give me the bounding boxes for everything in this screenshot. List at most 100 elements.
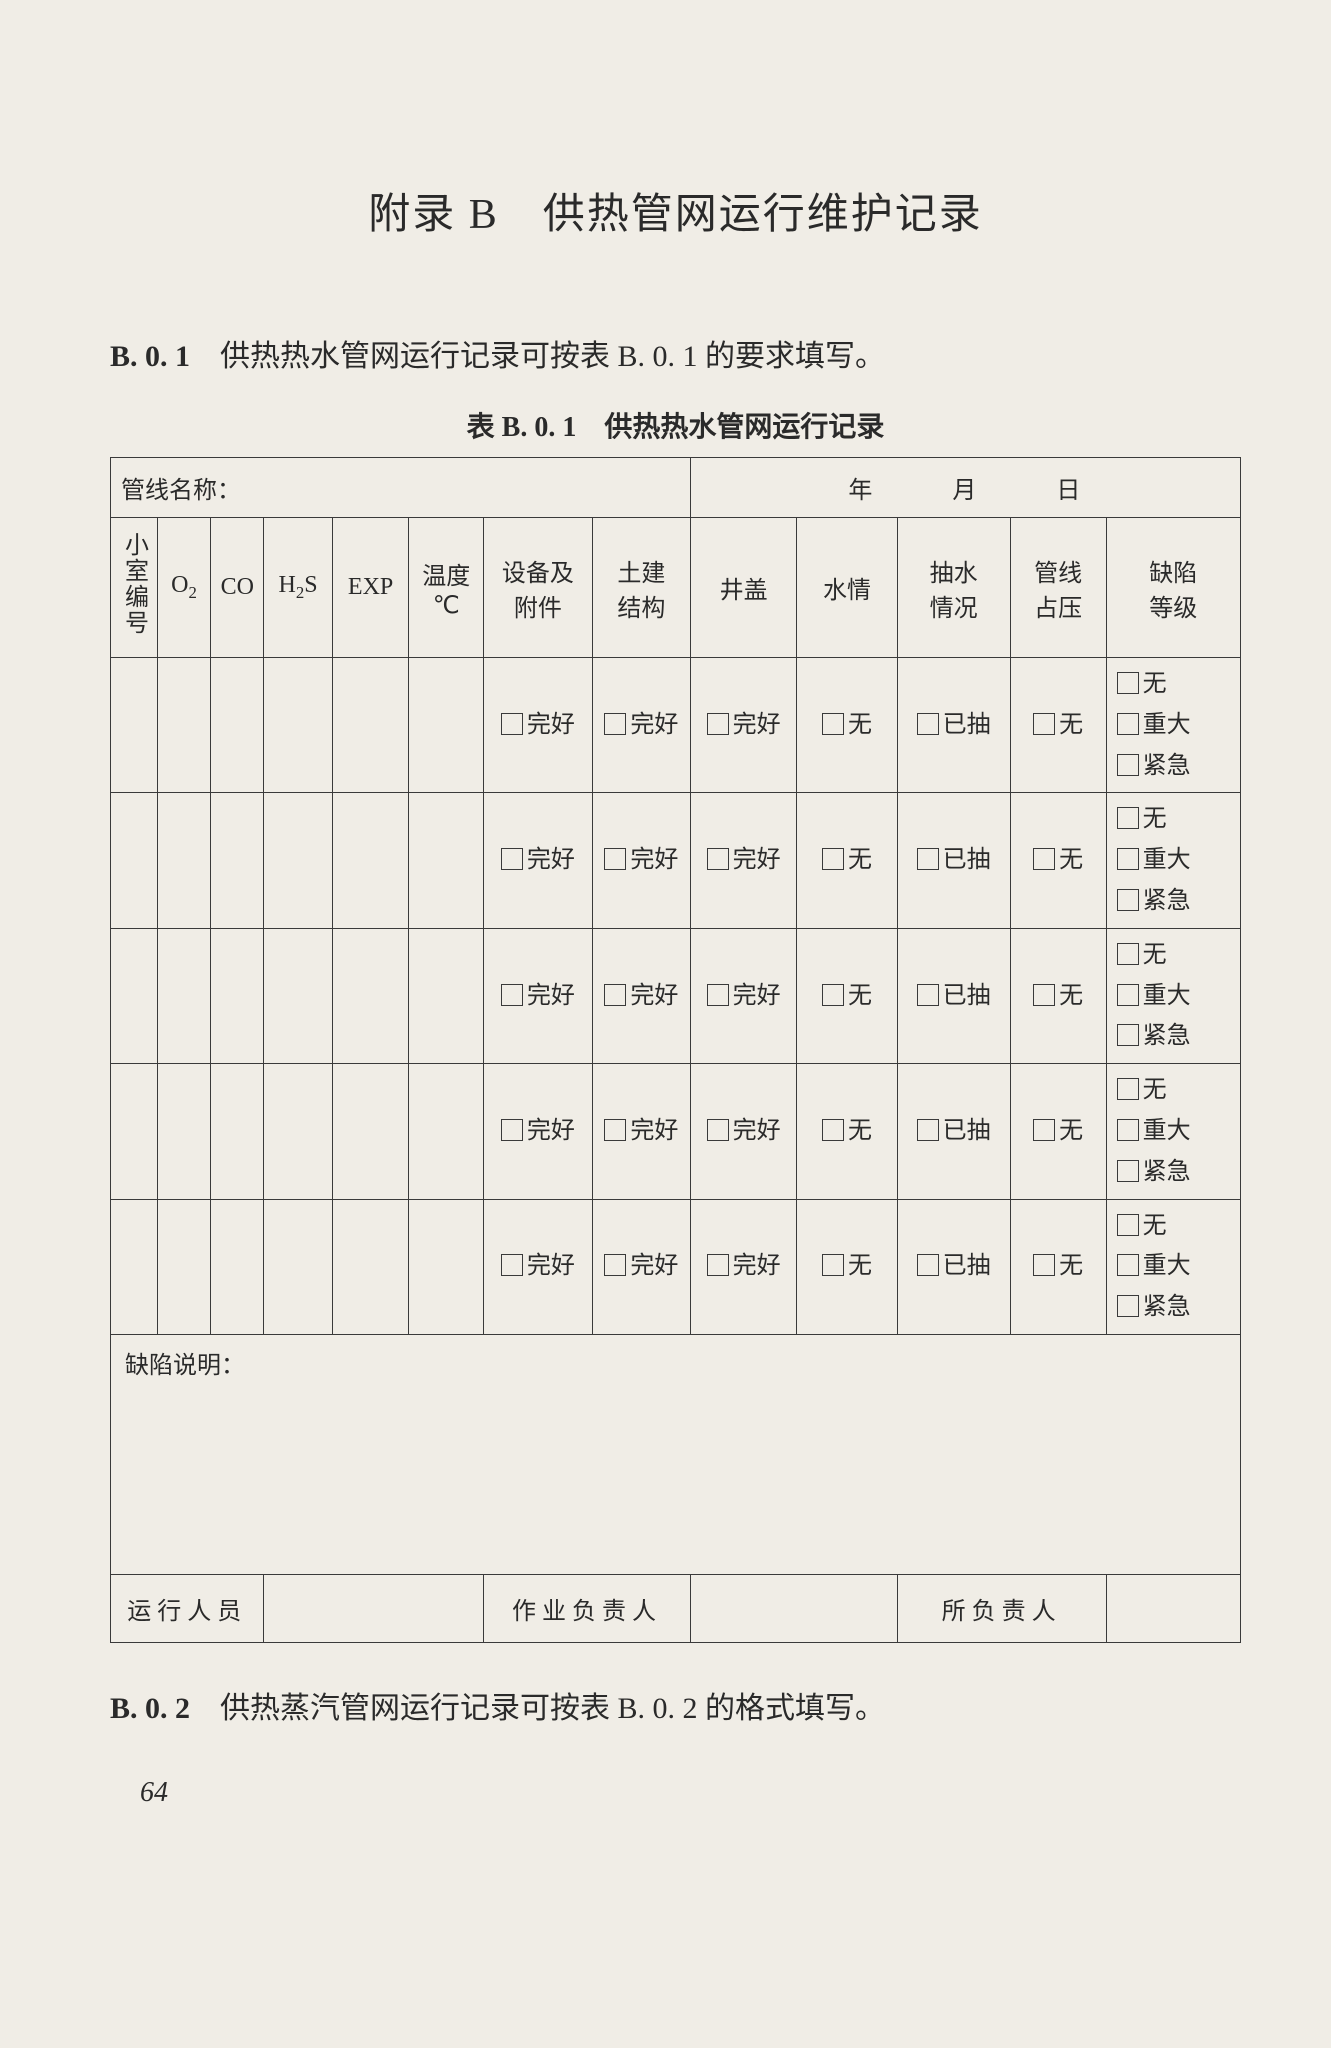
checkbox-option[interactable]: 已抽: [902, 840, 1006, 881]
checkbox-icon: [1117, 1078, 1139, 1100]
checkbox-option[interactable]: 完好: [695, 840, 793, 881]
date-label: 年 月 日: [690, 458, 1240, 518]
cell-defect: 无重大紧急: [1106, 928, 1240, 1063]
cell-exp: [332, 793, 409, 928]
checkbox-option[interactable]: 紧急: [1117, 1287, 1236, 1328]
checkbox-option[interactable]: 紧急: [1117, 1152, 1236, 1193]
cell-equip: 完好: [484, 928, 593, 1063]
cell-temp: [409, 1064, 484, 1199]
checkbox-icon: [707, 713, 729, 735]
checkbox-icon: [1117, 754, 1139, 776]
hdr-chamber-no: 小室编号: [111, 518, 158, 658]
checkbox-option[interactable]: 完好: [488, 840, 588, 881]
checkbox-option[interactable]: 无: [1015, 1246, 1102, 1287]
section-b02-num: B. 0. 2: [110, 1692, 190, 1725]
checkbox-option[interactable]: 无: [801, 1246, 892, 1287]
cell-cover: 完好: [690, 1064, 797, 1199]
table-row: 完好完好完好无已抽无无重大紧急: [111, 928, 1241, 1063]
cell-cover: 完好: [690, 658, 797, 793]
sign-incharge-label: 所负责人: [897, 1574, 1106, 1642]
cell-h2s: [264, 793, 332, 928]
sign-supervisor-label: 作业负责人: [484, 1574, 691, 1642]
checkbox-icon: [1117, 1160, 1139, 1182]
checkbox-option[interactable]: 重大: [1117, 705, 1236, 746]
checkbox-icon: [1117, 713, 1139, 735]
checkbox-icon: [1117, 672, 1139, 694]
cell-equip: 完好: [484, 1199, 593, 1334]
checkbox-option[interactable]: 已抽: [902, 976, 1006, 1017]
checkbox-option[interactable]: 完好: [695, 1246, 793, 1287]
cell-exp: [332, 928, 409, 1063]
checkbox-option[interactable]: 紧急: [1117, 881, 1236, 922]
cell-o2: [157, 793, 210, 928]
cell-equip: 完好: [484, 793, 593, 928]
checkbox-option[interactable]: 无: [1117, 664, 1236, 705]
checkbox-option[interactable]: 重大: [1117, 976, 1236, 1017]
cell-cover: 完好: [690, 793, 797, 928]
checkbox-icon: [822, 713, 844, 735]
checkbox-option[interactable]: 无: [801, 840, 892, 881]
checkbox-icon: [1033, 984, 1055, 1006]
checkbox-option[interactable]: 无: [1015, 976, 1102, 1017]
checkbox-option[interactable]: 完好: [488, 976, 588, 1017]
cell-press: 无: [1010, 928, 1106, 1063]
checkbox-option[interactable]: 已抽: [902, 1246, 1006, 1287]
checkbox-option[interactable]: 无: [1117, 935, 1236, 976]
hdr-co: CO: [211, 518, 264, 658]
checkbox-option[interactable]: 无: [1015, 1111, 1102, 1152]
cell-o2: [157, 1064, 210, 1199]
checkbox-option[interactable]: 完好: [695, 705, 793, 746]
cell-cover: 完好: [690, 1199, 797, 1334]
cell-chamber: [111, 1199, 158, 1334]
cell-water: 无: [797, 1199, 897, 1334]
cell-o2: [157, 1199, 210, 1334]
cell-temp: [409, 793, 484, 928]
cell-civil: 完好: [592, 1199, 690, 1334]
checkbox-option[interactable]: 完好: [695, 1111, 793, 1152]
checkbox-option[interactable]: 完好: [488, 1246, 588, 1287]
checkbox-option[interactable]: 无: [1015, 705, 1102, 746]
checkbox-option[interactable]: 完好: [488, 1111, 588, 1152]
checkbox-option[interactable]: 无: [1117, 1206, 1236, 1247]
checkbox-option[interactable]: 无: [801, 705, 892, 746]
checkbox-option[interactable]: 重大: [1117, 840, 1236, 881]
appendix-title: 附录 B 供热管网运行维护记录: [110, 180, 1241, 241]
cell-chamber: [111, 658, 158, 793]
checkbox-icon: [1117, 1254, 1139, 1276]
checkbox-icon: [917, 1119, 939, 1141]
checkbox-option[interactable]: 完好: [597, 1246, 686, 1287]
table-row: 完好完好完好无已抽无无重大紧急: [111, 1064, 1241, 1199]
cell-h2s: [264, 1064, 332, 1199]
sign-operator-value: [264, 1574, 484, 1642]
checkbox-option[interactable]: 完好: [597, 705, 686, 746]
checkbox-option[interactable]: 完好: [597, 1111, 686, 1152]
checkbox-option[interactable]: 无: [1015, 840, 1102, 881]
checkbox-option[interactable]: 完好: [488, 705, 588, 746]
cell-equip: 完好: [484, 1064, 593, 1199]
checkbox-option[interactable]: 紧急: [1117, 1016, 1236, 1057]
checkbox-icon: [1117, 984, 1139, 1006]
checkbox-option[interactable]: 无: [801, 976, 892, 1017]
checkbox-option[interactable]: 重大: [1117, 1111, 1236, 1152]
checkbox-option[interactable]: 无: [1117, 1070, 1236, 1111]
cell-o2: [157, 658, 210, 793]
hdr-equip: 设备及附件: [484, 518, 593, 658]
checkbox-option[interactable]: 完好: [597, 976, 686, 1017]
checkbox-icon: [604, 848, 626, 870]
cell-civil: 完好: [592, 658, 690, 793]
checkbox-option[interactable]: 无: [1117, 799, 1236, 840]
checkbox-option[interactable]: 完好: [597, 840, 686, 881]
cell-pump: 已抽: [897, 793, 1010, 928]
checkbox-option[interactable]: 重大: [1117, 1246, 1236, 1287]
hdr-press: 管线占压: [1010, 518, 1106, 658]
checkbox-option[interactable]: 紧急: [1117, 746, 1236, 787]
hdr-o2: O2: [157, 518, 210, 658]
checkbox-option[interactable]: 已抽: [902, 705, 1006, 746]
checkbox-option[interactable]: 完好: [695, 976, 793, 1017]
section-b01: B. 0. 1 供热热水管网运行记录可按表 B. 0. 1 的要求填写。: [110, 331, 1241, 375]
checkbox-option[interactable]: 已抽: [902, 1111, 1006, 1152]
checkbox-option[interactable]: 无: [801, 1111, 892, 1152]
cell-water: 无: [797, 928, 897, 1063]
cell-defect: 无重大紧急: [1106, 1064, 1240, 1199]
section-b02-text: 供热蒸汽管网运行记录可按表 B. 0. 2 的格式填写。: [190, 1692, 885, 1725]
